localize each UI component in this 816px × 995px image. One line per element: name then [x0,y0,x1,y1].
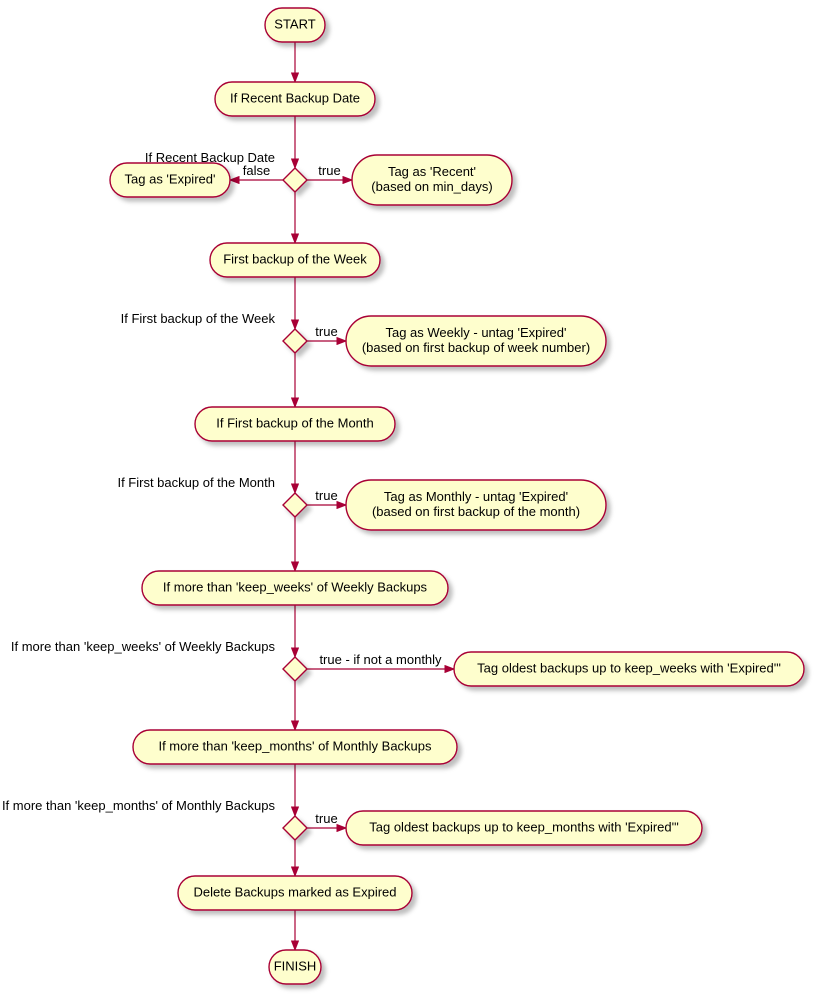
node-fbm: If First backup of the Month [195,407,395,441]
svg-text:If more than 'keep_weeks' of W: If more than 'keep_weeks' of Weekly Back… [11,639,276,654]
node-fbw: First backup of the Week [210,243,380,277]
svg-text:Tag as 'Recent': Tag as 'Recent' [388,164,476,179]
node-d5: If more than 'keep_months' of Monthly Ba… [2,798,307,840]
svg-text:If Recent Backup Date: If Recent Backup Date [230,91,360,106]
svg-text:false: false [243,163,270,178]
svg-text:Delete Backups marked as Expir: Delete Backups marked as Expired [193,885,396,900]
edge-d3-tag_month: true [307,488,346,505]
edge-d5-tag_km: true [307,811,346,828]
node-start: START [265,8,325,42]
node-tag_month: Tag as Monthly - untag 'Expired'(based o… [346,480,606,530]
node-delete: Delete Backups marked as Expired [178,876,412,910]
node-tag_exp: Tag as 'Expired' [110,163,230,197]
svg-text:true - if not a monthly: true - if not a monthly [319,652,442,667]
svg-text:true: true [315,488,337,503]
edge-d4-tag_kw: true - if not a monthly [307,652,454,669]
svg-text:If First backup of the Week: If First backup of the Week [121,311,276,326]
node-tag_rec: Tag as 'Recent'(based on min_days) [352,155,512,205]
svg-text:Tag as 'Expired': Tag as 'Expired' [125,172,216,187]
svg-text:If First backup of the Month: If First backup of the Month [216,416,374,431]
svg-text:Tag as Monthly - untag 'Expire: Tag as Monthly - untag 'Expired' [384,489,568,504]
svg-text:Tag as Weekly - untag 'Expired: Tag as Weekly - untag 'Expired' [385,325,566,340]
svg-text:If more than 'keep_months' of: If more than 'keep_months' of Monthly Ba… [2,798,276,813]
svg-text:Tag oldest backups up to keep_: Tag oldest backups up to keep_months wit… [369,820,679,835]
node-d3: If First backup of the Month [117,475,307,517]
node-tag_kw: Tag oldest backups up to keep_weeks with… [454,652,804,686]
flowchart-diagram: false true true true true - if not a monthly… [0,0,816,995]
node-tag_km: Tag oldest backups up to keep_months wit… [346,811,702,845]
svg-text:(based on min_days): (based on min_days) [371,179,492,194]
node-d4: If more than 'keep_weeks' of Weekly Back… [11,639,307,681]
edge-d1-tag_rec: true [307,163,352,180]
edge-d1-tag_exp: false [230,163,283,180]
node-km: If more than 'keep_months' of Monthly Ba… [133,730,457,764]
node-recent: If Recent Backup Date [215,82,375,116]
node-finish: FINISH [269,950,321,984]
svg-text:FINISH: FINISH [274,959,317,974]
node-kw: If more than 'keep_weeks' of Weekly Back… [142,571,448,605]
svg-text:START: START [274,17,315,32]
svg-text:true: true [315,324,337,339]
svg-text:(based on first backup of week: (based on first backup of week number) [362,340,590,355]
svg-text:Tag oldest backups up to keep_: Tag oldest backups up to keep_weeks with… [477,661,781,676]
svg-text:First backup of the Week: First backup of the Week [223,252,367,267]
svg-text:true: true [315,811,337,826]
edge-d2-tag_week: true [307,324,346,341]
svg-text:If First backup of the Month: If First backup of the Month [117,475,275,490]
svg-text:If more than 'keep_months' of: If more than 'keep_months' of Monthly Ba… [158,739,432,754]
svg-text:true: true [318,163,340,178]
node-tag_week: Tag as Weekly - untag 'Expired'(based on… [346,316,606,366]
svg-text:(based on first backup of the: (based on first backup of the month) [372,504,580,519]
svg-text:If more than 'keep_weeks' of W: If more than 'keep_weeks' of Weekly Back… [163,580,428,595]
node-d2: If First backup of the Week [121,311,307,353]
